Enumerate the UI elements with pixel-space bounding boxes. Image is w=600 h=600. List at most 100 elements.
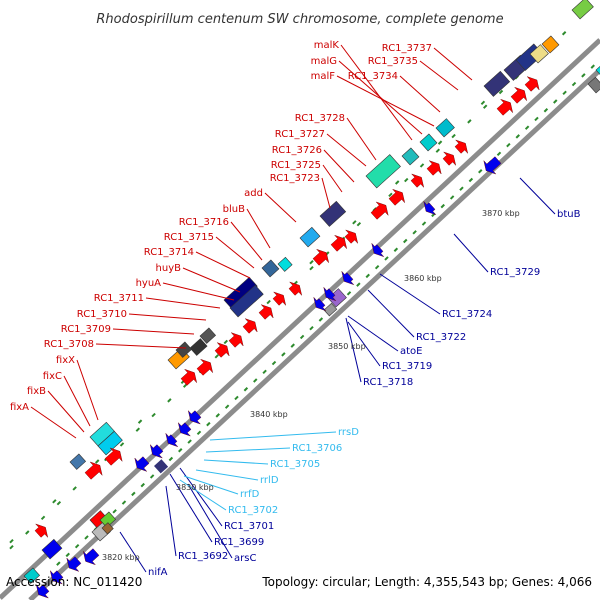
leader-line xyxy=(182,267,241,293)
gene-arrow-reverse xyxy=(371,242,385,258)
tick-mark xyxy=(149,474,155,479)
tick-mark xyxy=(496,151,502,157)
tick-mark xyxy=(524,125,530,130)
gene-arrow-forward xyxy=(388,188,406,206)
tick-mark xyxy=(388,192,393,197)
feature-block xyxy=(401,147,420,166)
tick-mark xyxy=(135,427,141,432)
tick-mark xyxy=(515,134,520,139)
gene-arrow-forward xyxy=(496,98,514,116)
leader-line xyxy=(162,282,235,301)
gene-arrow-forward xyxy=(426,160,442,176)
tick-mark xyxy=(440,203,445,209)
gene-label: RC1_3718 xyxy=(363,377,413,388)
gene-arrow-forward xyxy=(84,461,103,480)
tick-mark xyxy=(356,221,362,227)
tick-mark xyxy=(196,430,202,436)
gene-arrow-reverse xyxy=(483,156,502,175)
tick-mark xyxy=(9,538,14,544)
gene-label: RC1_3734 xyxy=(348,71,398,82)
feature-block xyxy=(69,453,87,470)
tick-mark xyxy=(234,395,239,401)
leader-line xyxy=(347,315,399,352)
tick-mark xyxy=(309,265,314,271)
feature-block xyxy=(97,430,123,456)
tick-mark xyxy=(84,535,89,540)
gene-label: rrfD xyxy=(240,489,260,500)
leader-line xyxy=(76,359,99,421)
tick-mark xyxy=(215,413,220,418)
feature-labels: 3820 kbp 3830 kbp 3840 kbp 3850 kbp 3860 kbp… xyxy=(10,40,581,578)
gene-label: RC1_3719 xyxy=(382,361,432,372)
feature-block xyxy=(99,511,117,528)
gene-label: RC1_3729 xyxy=(490,267,540,278)
tick-mark xyxy=(112,509,117,514)
tick-mark xyxy=(449,195,455,200)
tick-mark xyxy=(561,31,567,36)
leader-line xyxy=(340,44,413,141)
tick-mark xyxy=(419,163,425,168)
tick-mark xyxy=(553,99,558,104)
gene-label: RC1_3711 xyxy=(94,293,144,304)
gene-label: rrsD xyxy=(338,427,359,438)
feature-block xyxy=(175,341,193,358)
feature-block xyxy=(229,284,264,318)
leader-line xyxy=(326,133,367,167)
accession-text: Accession: NC_011420 xyxy=(6,575,142,589)
tick-mark xyxy=(223,339,228,345)
leader-line xyxy=(128,313,207,321)
scale-label: 3820 kbp xyxy=(102,553,140,562)
gene-label: RC1_3723 xyxy=(270,173,320,184)
tick-mark xyxy=(214,354,219,359)
gene-label: RC1_3735 xyxy=(368,56,418,67)
leader-line xyxy=(203,459,269,465)
gene-arrow-forward xyxy=(214,342,230,358)
leader-line xyxy=(519,177,556,215)
tick-mark xyxy=(451,133,456,139)
gene-label: RC1_3710 xyxy=(77,309,127,320)
tick-mark xyxy=(167,398,172,403)
gene-label: RC1_3701 xyxy=(224,521,274,532)
tick-mark xyxy=(384,256,389,261)
gene-label: bluB xyxy=(223,204,245,215)
leader-line xyxy=(195,469,259,481)
tick-mark xyxy=(468,177,474,183)
feature-block xyxy=(41,538,63,560)
tick-mark xyxy=(352,220,357,225)
feature-track xyxy=(23,0,600,599)
gene-label: fixB xyxy=(27,386,46,397)
tick-mark xyxy=(119,442,125,447)
tick-mark xyxy=(356,282,361,287)
gene-arrow-forward xyxy=(524,76,540,92)
tick-mark xyxy=(206,421,211,427)
gene-arrow-reverse xyxy=(66,556,82,572)
gene-label: RC1_3699 xyxy=(214,537,264,548)
gene-arrow-reverse xyxy=(177,421,192,437)
gene-label: RC1_3714 xyxy=(144,247,194,258)
tick-mark xyxy=(243,387,249,392)
tick-mark xyxy=(404,177,409,183)
tick-mark xyxy=(562,90,567,96)
gene-label: RC1_3727 xyxy=(275,129,325,140)
gene-arrow-reverse xyxy=(149,443,164,459)
gene-label: RC1_3709 xyxy=(61,324,111,335)
leader-line xyxy=(453,233,489,273)
gene-label: fixA xyxy=(10,402,29,413)
leader-line xyxy=(209,431,337,441)
tick-mark xyxy=(581,73,586,78)
scale-label: 3850 kbp xyxy=(328,342,366,351)
tick-mark xyxy=(543,108,549,113)
gene-label: RC1_3724 xyxy=(442,309,492,320)
leader-line xyxy=(145,297,221,309)
gene-label: RC1_3725 xyxy=(271,160,321,171)
summary-text: Topology: circular; Length: 4,355,543 bp… xyxy=(261,575,592,589)
tick-mark xyxy=(140,482,145,488)
tick-mark xyxy=(459,186,464,191)
gene-label: RC1_3722 xyxy=(416,332,466,343)
tick-mark xyxy=(374,264,380,270)
tick-mark xyxy=(65,552,70,558)
gene-arrow-forward xyxy=(410,173,425,189)
tick-mark xyxy=(365,273,370,279)
